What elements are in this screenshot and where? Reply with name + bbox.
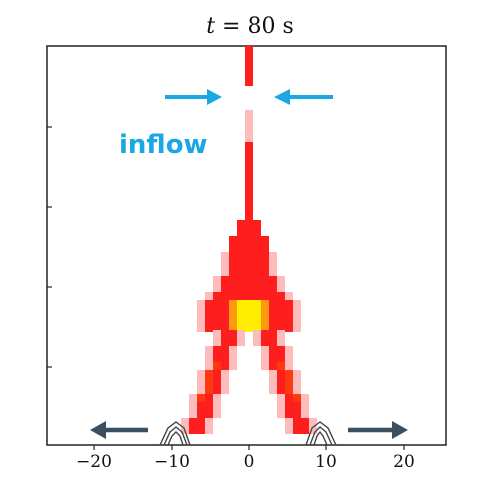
x-tick-label: 10 — [315, 452, 337, 472]
outflow-arrow-left-icon — [90, 421, 148, 439]
arrow-left-icon — [274, 89, 333, 105]
x-tick-label: −20 — [76, 452, 112, 472]
x-tick-label: −10 — [154, 452, 190, 472]
title-value: = 80 s — [215, 14, 294, 39]
arrow-right-icon — [165, 89, 222, 105]
title-variable: t — [206, 14, 216, 39]
outflow-arrow-right-icon — [348, 421, 408, 439]
plot-title: t = 80 s — [0, 14, 500, 39]
x-ticks — [93, 445, 405, 450]
x-tick-label: 0 — [243, 452, 255, 472]
plume-heatmap — [181, 46, 317, 434]
inflow-label: inflow — [119, 130, 208, 160]
contour-left — [159, 421, 191, 446]
contour-right — [305, 421, 337, 446]
x-tick-label: 20 — [393, 452, 415, 472]
y-ticks — [47, 126, 52, 368]
